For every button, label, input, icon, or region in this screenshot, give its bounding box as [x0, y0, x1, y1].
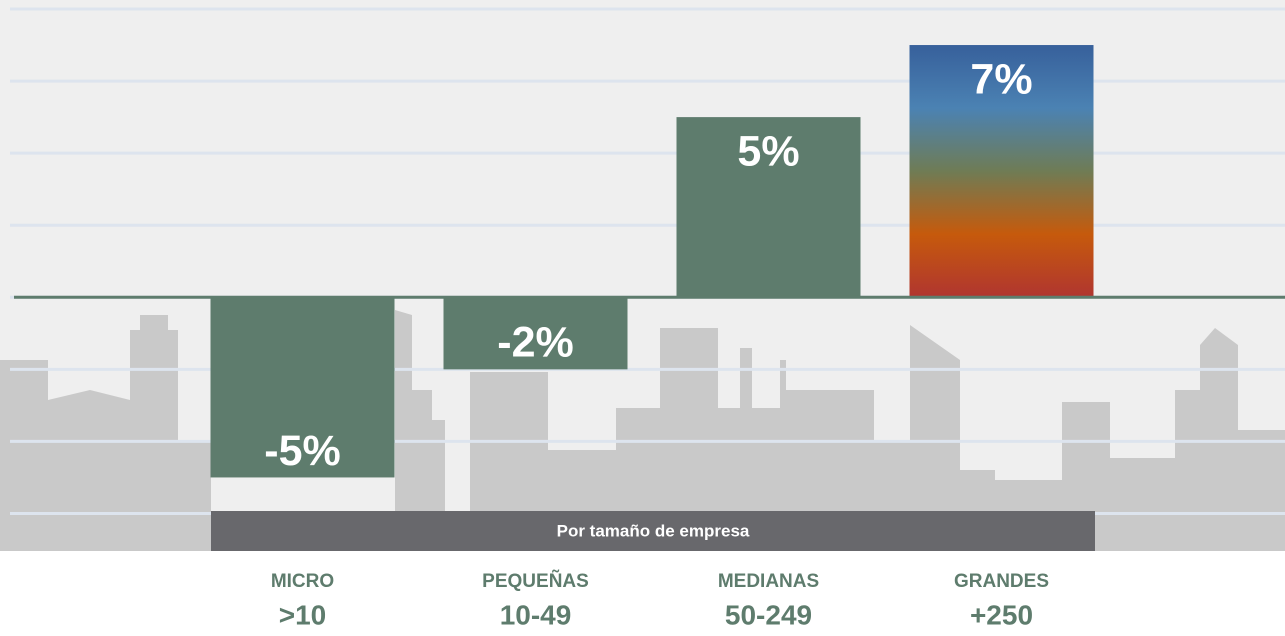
x-tick-label: MEDIANAS [718, 571, 819, 592]
skyline-shape [0, 315, 211, 551]
bar [676, 117, 861, 298]
x-tick-label: PEQUEÑAS [482, 570, 589, 592]
axis-banner [211, 511, 1095, 551]
bar [909, 45, 1094, 298]
skyline-shape [470, 325, 1285, 551]
axis-label: Por tamaño de empresa [557, 521, 750, 540]
x-tick-sublabel: +250 [970, 599, 1033, 630]
bar [443, 297, 628, 370]
x-tick-label: GRANDES [954, 571, 1049, 592]
skyline [0, 310, 1285, 551]
value-label: -2% [497, 319, 573, 367]
x-tick-sublabel: >10 [279, 599, 327, 630]
value-label: 5% [737, 127, 799, 175]
x-tick-sublabel: 10-49 [500, 599, 572, 630]
x-tick-sublabel: 50-249 [725, 599, 812, 630]
value-label: -5% [264, 427, 340, 475]
bar [210, 297, 395, 478]
value-label: 7% [970, 55, 1032, 103]
x-tick-label: MICRO [271, 571, 334, 592]
